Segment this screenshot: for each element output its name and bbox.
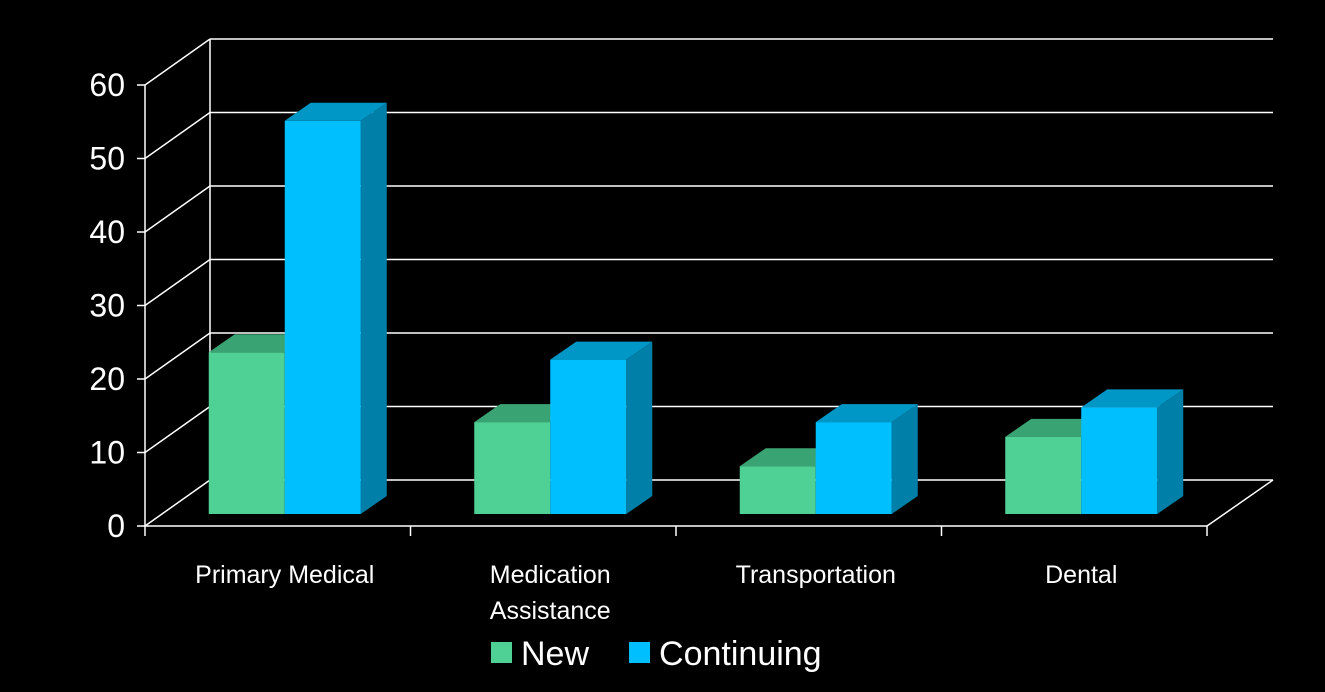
floor-edge [1206, 479, 1274, 527]
x-tick-label-line: Primary Medical [195, 561, 374, 589]
y-tick-label: 10 [89, 435, 125, 471]
axis-layer: 0 10 20 30 40 50 60 [89, 67, 1208, 544]
x-tick-label-line: Medication [490, 561, 611, 589]
bar-layer [208, 102, 1184, 515]
y-tick-label: 40 [89, 214, 125, 250]
legend-swatch [629, 642, 651, 663]
bar-top [1081, 389, 1184, 408]
x-tick-label: Transportation [736, 561, 896, 589]
gridline-side [144, 258, 211, 307]
x-tick-label: Primary Medical [195, 561, 374, 589]
bar-continuing-3 [1081, 389, 1184, 514]
x-tick-label-line: Transportation [736, 561, 896, 589]
gridline-side [144, 38, 211, 86]
bar-top [815, 404, 918, 423]
x-tick-label: Dental [1045, 561, 1117, 589]
bar-front [739, 466, 816, 514]
legend-swatch [491, 642, 512, 663]
bar-continuing-1 [550, 341, 653, 514]
bar-front [208, 352, 285, 514]
bar-side [1157, 389, 1184, 514]
y-tick-label: 50 [89, 141, 125, 177]
legend-item-new: New [491, 635, 589, 673]
bar-continuing-0 [284, 102, 387, 515]
bar-side [891, 404, 918, 514]
label-layer: Primary Medical Medication Assistance Trans… [195, 561, 1117, 625]
grid-layer [144, 38, 1274, 527]
legend-label: New [521, 635, 589, 673]
gridline-side [144, 332, 211, 380]
bar-front [1081, 407, 1158, 514]
y-tick-label: 20 [89, 361, 125, 397]
y-tick-label: 30 [89, 288, 125, 324]
gridline-side [144, 111, 211, 160]
bar-front [284, 120, 361, 515]
bar-front [550, 359, 627, 514]
bar-side [626, 341, 653, 514]
x-tick-label-line: Assistance [490, 597, 611, 625]
gridline-side [144, 479, 211, 527]
x-tick-label-line: Dental [1045, 561, 1117, 589]
bar-continuing-2 [815, 404, 918, 514]
y-tick-label: 0 [107, 508, 125, 544]
bar-side [360, 102, 387, 515]
bar-front [1005, 436, 1082, 514]
gridline-side [144, 405, 211, 454]
legend-label: Continuing [659, 635, 822, 673]
gridline-side [144, 185, 211, 233]
bar-top [284, 102, 387, 121]
y-tick-label: 60 [89, 67, 125, 103]
legend-item-continuing: Continuing [629, 635, 822, 673]
x-tick-label: Medication Assistance [490, 561, 611, 625]
legend: New Continuing [491, 635, 822, 673]
bar-top [550, 341, 653, 360]
bar-front [474, 422, 551, 514]
bar-front [815, 422, 892, 514]
